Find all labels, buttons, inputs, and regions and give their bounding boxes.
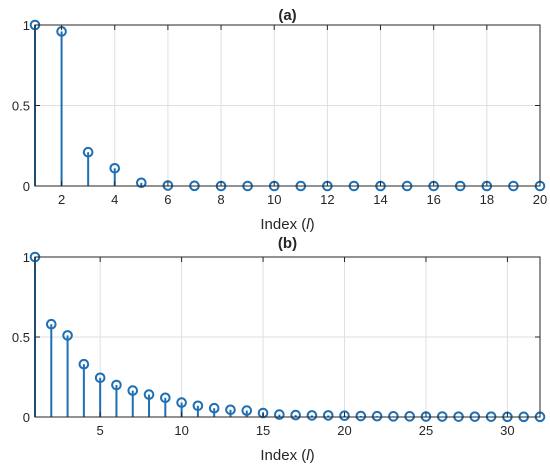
x-tick-label: 5 <box>97 423 104 438</box>
stem-marker <box>290 409 301 421</box>
x-axis-label-suffix: ) <box>310 447 315 464</box>
stem-marker <box>127 385 139 396</box>
stem-marker <box>62 330 73 341</box>
x-tick-label: 2 <box>58 192 65 207</box>
y-tick-label: 1 <box>23 18 30 33</box>
y-tick-label: 1 <box>23 250 30 265</box>
x-tick-label: 16 <box>426 192 440 207</box>
chart-a: 2 4 6 8 10 12 14 16 18 20 0 0.5 1 (a) Index (l) <box>12 7 547 233</box>
x-tick-label: 8 <box>217 192 224 207</box>
stem-marker <box>160 392 171 404</box>
chart-b: 5 10 15 20 25 30 0 0.5 1 (b) Index (l) <box>12 235 546 464</box>
stem-marker <box>143 389 155 400</box>
stem-marker <box>94 372 106 384</box>
stem-marker <box>192 400 204 412</box>
x-tick-label: 12 <box>320 192 334 207</box>
y-tick-label: 0.5 <box>12 330 30 345</box>
stem-marker <box>78 358 90 370</box>
stem-marker <box>404 411 415 422</box>
x-axis-label-prefix: Index ( <box>260 216 306 233</box>
stem-marker <box>322 410 334 421</box>
x-tick-label: 10 <box>174 423 188 438</box>
stem-marker <box>339 410 350 422</box>
chart-title: (b) <box>278 235 297 252</box>
y-tick-label: 0 <box>23 179 30 194</box>
stem-marker <box>388 411 399 422</box>
stem-marker <box>371 410 383 422</box>
x-tick-label: 30 <box>500 423 514 438</box>
x-axis-label: Index (l) <box>260 447 314 464</box>
x-tick-label: 14 <box>373 192 387 207</box>
x-tick-label: 20 <box>533 192 547 207</box>
stem-marker <box>111 379 122 391</box>
stem-marker <box>241 405 253 416</box>
x-tick-label: 25 <box>419 423 433 438</box>
x-tick-label: 10 <box>267 192 281 207</box>
stem-marker <box>225 404 236 416</box>
x-axis-label-prefix: Index ( <box>260 447 306 464</box>
stem-marker <box>136 177 147 189</box>
x-tick-label: 6 <box>164 192 171 207</box>
x-tick-label: 15 <box>256 423 270 438</box>
stem-marker <box>306 410 318 421</box>
stem-marker <box>274 409 285 420</box>
x-tick-label: 18 <box>480 192 494 207</box>
stem-marker <box>82 146 94 158</box>
stem-marker <box>109 162 121 174</box>
x-axis-label-suffix: ) <box>310 216 315 233</box>
x-axis-label: Index (l) <box>260 216 314 233</box>
stem-marker <box>208 402 220 414</box>
x-tick-label: 4 <box>111 192 118 207</box>
y-tick-label: 0 <box>23 410 30 425</box>
stem-marker <box>176 397 187 408</box>
stem-marker <box>355 410 367 422</box>
x-axis-label-variable: l <box>306 216 310 233</box>
chart-title: (a) <box>278 7 296 24</box>
stem-marker <box>45 318 57 330</box>
y-tick-label: 0.5 <box>12 99 30 114</box>
x-tick-label: 20 <box>337 423 351 438</box>
x-axis-label-variable: l <box>306 447 310 464</box>
